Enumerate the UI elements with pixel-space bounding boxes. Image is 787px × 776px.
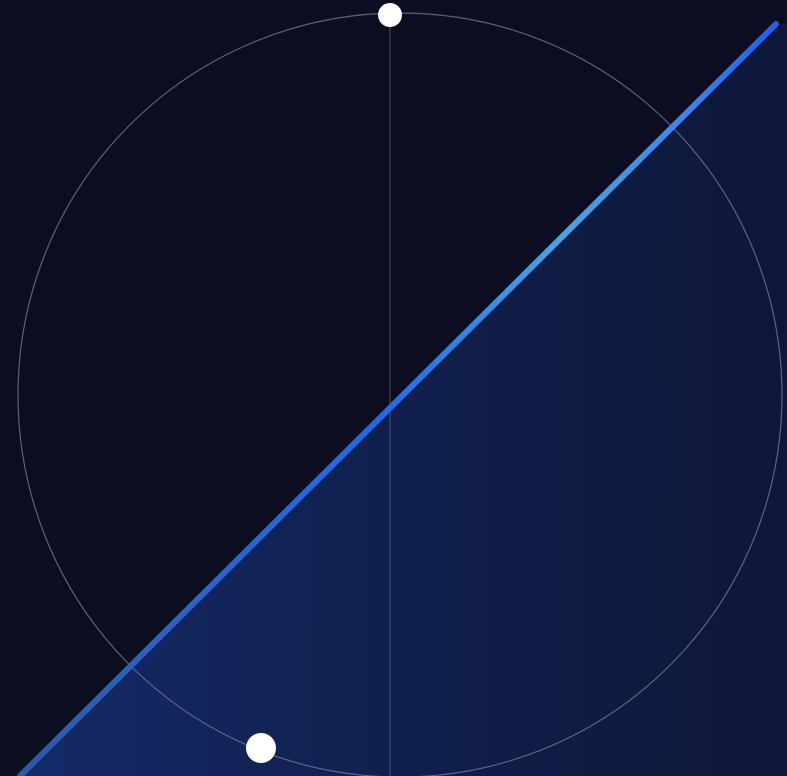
- top-handle[interactable]: [378, 3, 402, 27]
- diagonal-line: [17, 21, 779, 776]
- bottom-handle[interactable]: [246, 733, 276, 763]
